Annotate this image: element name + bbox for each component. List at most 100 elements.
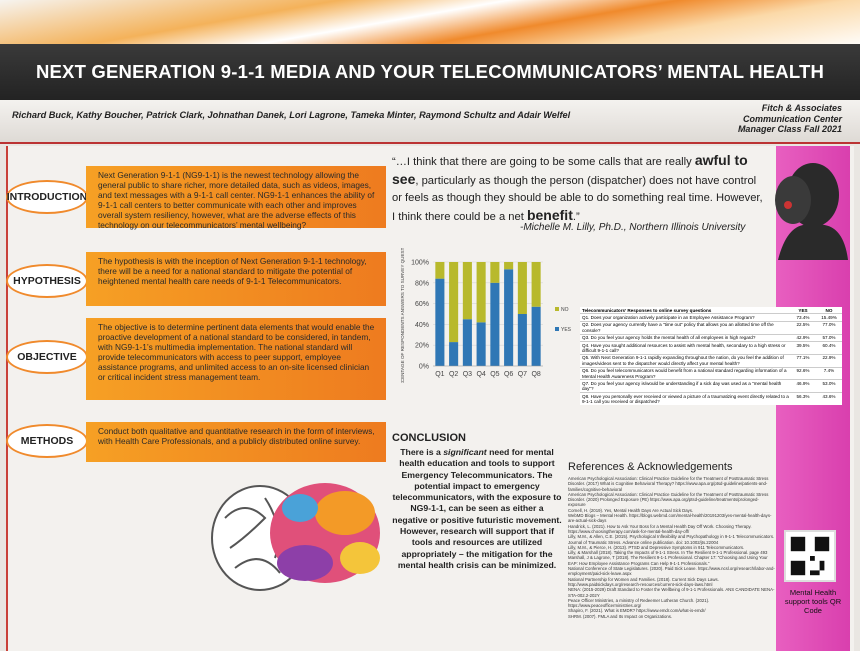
section-label: HYPOTHESIS: [6, 264, 88, 298]
question: Q1. Does your organization actively part…: [582, 314, 755, 320]
qr-caption: Mental Health support tools QR Code: [784, 588, 842, 615]
headset-icon: [775, 163, 848, 260]
title-bar: NEXT GENERATION 9-1-1 MEDIA AND YOUR TEL…: [0, 44, 860, 100]
reference: Cornell, H. (2019). Yes, Mental Health D…: [568, 507, 694, 513]
no-value: 15.49%: [821, 314, 837, 320]
x-tick-label: Q7: [518, 371, 527, 378]
yes-value: 22.5%: [796, 322, 810, 328]
question: Q8. Have you personally ever received or…: [582, 393, 789, 405]
table-row: Q3. Do you feel your agency holds the me…: [580, 333, 842, 341]
reference: Shapiro, F. (2021). What is EMDR? https:…: [568, 608, 706, 614]
reference: Handrick, L. (2021). How to Ask Your Bos…: [568, 523, 752, 534]
conclusion-text: There is a significant need for mental h…: [392, 447, 562, 571]
question: Q2. Does your agency currently have a "t…: [582, 322, 774, 333]
reference: WebMD Blogs – Mental Health. https://blo…: [568, 513, 772, 524]
table-row: Q5. With Next Generation 9-1-1 rapidly e…: [580, 353, 842, 367]
question: Q7. Do you feel your agency is/would be …: [582, 380, 782, 392]
yes-value: 92.6%: [796, 368, 810, 374]
x-tick-label: Q1: [435, 371, 444, 378]
legend-label: NO: [561, 307, 569, 313]
bar-segment: [490, 282, 500, 366]
yes-value: 77.1%: [796, 355, 810, 361]
question: Q3. Do you feel your agency holds the me…: [582, 335, 756, 341]
bar-segment: [476, 322, 486, 366]
no-value: 57.0%: [822, 335, 836, 341]
x-tick-label: Q4: [476, 371, 485, 378]
affiliation-line: Communication Center: [742, 113, 842, 124]
bar-segment: [490, 262, 500, 283]
qr-code: [784, 530, 836, 582]
reference: Lilly, M.M., & Pierce, H. (2013). PTSD a…: [568, 544, 745, 550]
affiliation-line: Manager Class Fall 2021: [737, 124, 842, 134]
bar-segment: [449, 342, 459, 366]
authors: Richard Buck, Kathy Boucher, Patrick Cla…: [12, 110, 571, 120]
x-tick-label: Q3: [463, 371, 472, 378]
yes-value: 73.4%: [796, 314, 810, 320]
table-header: Telecommunicators’ Responses to online s…: [580, 307, 842, 313]
yes-value: 46.9%: [796, 380, 810, 386]
reference: Lilly, M.M., & Allen, C.E. (2015). Psych…: [568, 534, 775, 545]
bar-segment: [517, 262, 527, 314]
y-axis-label: PERCENTAGE OF RESPONDENTS ANSWERS TO SUR…: [400, 248, 405, 383]
no-value: 60.4%: [822, 342, 836, 348]
brain-illustration: [211, 483, 380, 591]
author-bar: [0, 100, 860, 144]
y-tick-label: 80%: [415, 280, 429, 287]
affiliation-line: Fitch & Associates: [761, 103, 842, 113]
x-tick-label: Q8: [531, 371, 540, 378]
table-row: Q8. Have you personally ever received or…: [580, 392, 842, 405]
bar-segment: [435, 262, 445, 279]
reference: Peace Officer Ministries, a ministry of …: [568, 597, 710, 609]
banner: [0, 0, 860, 48]
section-text: Next Generation 9-1-1 (NG9-1-1) is the n…: [86, 166, 386, 230]
bar-segment: [504, 262, 514, 270]
bar-segment: [435, 278, 445, 366]
question: Q4. Have you sought additional resources…: [582, 342, 786, 353]
no-value: 7.4%: [823, 368, 835, 374]
reference: NENA: (2015-2029) Draft Standard to Fost…: [568, 587, 775, 598]
table-title: Telecommunicators’ Responses to online s…: [582, 307, 712, 313]
survey-table: Telecommunicators’ Responses to online s…: [580, 307, 842, 406]
question: Q6. Do you feel telecommunicators would …: [582, 368, 787, 379]
text: need for mental health education and too…: [392, 447, 562, 570]
references-list: American Psychological Association: Clin…: [568, 476, 776, 651]
y-tick-label: 40%: [415, 322, 429, 329]
x-tick-label: Q6: [504, 371, 513, 378]
quote-text: “…I think that there are going to be som…: [392, 156, 695, 168]
reference: American Psychological Association: Clin…: [568, 476, 769, 492]
reference: SHRM. (2007). FMLA and Its Impact on Org…: [568, 613, 673, 619]
x-tick-label: Q2: [449, 371, 458, 378]
reference: National Conference of State Legislature…: [568, 566, 775, 577]
text: There is a: [400, 447, 444, 457]
section-text: The objective is to determine pertinent …: [86, 318, 386, 400]
table-row: Q4. Have you sought additional resources…: [580, 341, 842, 354]
reference: Marshall, J & Lagrone, T (2018). The Res…: [568, 555, 768, 566]
affiliation: Fitch & Associates Communication Center …: [738, 103, 842, 135]
emphasis: significant: [443, 447, 487, 457]
section-label: METHODS: [6, 424, 88, 458]
question: Q5. With Next Generation 9-1-1 rapidly e…: [582, 355, 784, 366]
quote-attribution: -Michelle M. Lilly, Ph.D., Northern Illi…: [520, 222, 746, 233]
no-value: 43.6%: [822, 393, 836, 399]
bar-segment: [462, 319, 472, 366]
table-row: Q2. Does your agency currently have a "t…: [580, 320, 842, 334]
section-label: OBJECTIVE: [6, 340, 88, 374]
legend-swatch: [555, 307, 559, 311]
bar-segment: [504, 269, 514, 366]
yes-value: 39.5%: [796, 342, 810, 348]
yes-value: 56.3%: [796, 393, 810, 399]
quote-text: , particularly as though the person (dis…: [392, 175, 763, 223]
bar-segment: [531, 306, 541, 366]
reference: American Psychological Association: Clin…: [568, 491, 769, 508]
column-header: NO: [825, 307, 833, 313]
reference: National Partnership for Women and Famil…: [568, 576, 719, 587]
legend-swatch: [555, 327, 559, 331]
conclusion-heading: CONCLUSION: [392, 432, 466, 444]
title: NEXT GENERATION 9-1-1 MEDIA AND YOUR TEL…: [35, 61, 825, 82]
reference: Lilly, & Marshall (2018). Taking the Imp…: [568, 550, 768, 556]
table-row: Q7. Do you feel your agency is/would be …: [580, 379, 842, 392]
y-tick-label: 100%: [411, 260, 429, 267]
bar-segment: [449, 262, 459, 343]
section-label: INTRODUCTION: [6, 180, 88, 214]
